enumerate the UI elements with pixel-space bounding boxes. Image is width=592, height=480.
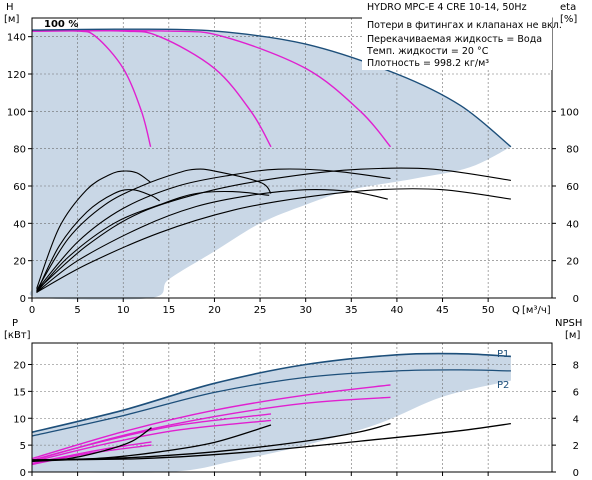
efficiency-curve <box>36 168 272 291</box>
x-tick-label: 20 <box>208 305 221 316</box>
x-tick-label: 5 <box>74 305 80 316</box>
pump-curve <box>31 419 272 463</box>
power-axis-unit: [кВт] <box>4 330 31 341</box>
efficiency-curve <box>36 168 391 291</box>
x-tick-label: 50 <box>482 305 495 316</box>
x-tick-label: 15 <box>162 305 175 316</box>
left-tick-label: 0 <box>20 468 26 479</box>
right-tick-label: 40 <box>566 219 579 230</box>
p2-power-curve <box>31 369 511 437</box>
power-axis-label: P <box>12 318 18 329</box>
left-tick-label: 20 <box>13 361 26 372</box>
power-plot-frame <box>31 342 553 473</box>
right-tick-label: 2 <box>573 441 579 452</box>
left-tick-label: 80 <box>13 145 26 156</box>
flow-axis-label: Q <box>512 305 520 316</box>
head-axis-unit: [м] <box>4 14 19 25</box>
x-tick-label: 45 <box>436 305 449 316</box>
left-tick-label: 20 <box>13 257 26 268</box>
efficiency-curve <box>36 188 511 293</box>
left-tick-label: 140 <box>7 33 26 44</box>
flow-axis-unit: [м³/ч] <box>522 305 551 316</box>
head-efficiency-plot: 0 5 10 15 20 25 30 35 40 45 50 0 20 40 60 80 100 120 140 0 2… <box>4 0 579 316</box>
p2-series-label: P2 <box>497 380 509 391</box>
right-tick-label: 6 <box>573 387 579 398</box>
right-tick-label: 100 <box>560 107 579 118</box>
pump-curve <box>31 384 391 460</box>
npsh-axis-label: NPSH <box>555 318 582 329</box>
x-tick-label: 40 <box>391 305 404 316</box>
efficiency-curve <box>36 167 511 291</box>
eta-axis-unit: [%] <box>560 14 577 25</box>
info-line-temperature: Темп. жидкости = 20 °C <box>366 46 489 57</box>
x-tick-label: 10 <box>117 305 130 316</box>
power-npsh-plot: 0 5 10 15 20 0 2 4 6 8 P [кВт] NPSH [м] P1 P2 <box>4 318 582 479</box>
info-line-density: Плотность = 998.2 кг/м³ <box>367 58 489 69</box>
npsh-curve <box>31 422 391 461</box>
left-tick-label: 120 <box>7 70 26 81</box>
left-tick-label: 100 <box>7 107 26 118</box>
x-tick-label: 0 <box>29 305 35 316</box>
right-tick-label: 60 <box>566 182 579 193</box>
p1-series-label: P1 <box>497 349 509 360</box>
x-tick-label: 25 <box>254 305 267 316</box>
x-tick-label: 30 <box>299 305 312 316</box>
max-head-envelope-line <box>31 28 512 148</box>
left-tick-label: 15 <box>13 387 26 398</box>
left-tick-label: 5 <box>20 441 26 452</box>
right-tick-label: 4 <box>573 414 579 425</box>
chart-title: HYDRO MPC-E 4 CRE 10-14, 50Hz <box>367 2 527 13</box>
npsh-curve <box>31 422 511 461</box>
left-tick-label: 0 <box>20 294 26 305</box>
info-box <box>362 0 552 70</box>
info-line-losses: Потери в фитингах и клапанах не вкл. <box>367 20 562 31</box>
eta-axis-label: eta <box>560 2 576 13</box>
right-tick-label: 0 <box>573 468 579 479</box>
right-tick-label: 80 <box>566 145 579 156</box>
right-tick-label: 20 <box>566 257 579 268</box>
head-axis-label: H <box>6 2 14 13</box>
speed-label: 100 % <box>44 19 78 30</box>
right-tick-label: 0 <box>573 294 579 305</box>
pump-curve <box>31 29 392 148</box>
operating-envelope <box>29 29 511 300</box>
left-tick-label: 10 <box>13 414 26 425</box>
x-tick-label: 35 <box>345 305 358 316</box>
p1-power-curve <box>31 352 511 433</box>
right-tick-label: 8 <box>573 361 579 372</box>
head-plot-frame <box>31 17 553 299</box>
left-tick-label: 40 <box>13 219 26 230</box>
npsh-axis-unit: [м] <box>565 330 580 341</box>
pump-curve <box>31 396 391 462</box>
left-tick-label: 60 <box>13 182 26 193</box>
power-envelope <box>32 353 511 473</box>
efficiency-curve <box>36 188 388 293</box>
info-line-liquid: Перекачиваемая жидкость = Вода <box>367 34 542 45</box>
efficiency-curve <box>36 170 151 289</box>
